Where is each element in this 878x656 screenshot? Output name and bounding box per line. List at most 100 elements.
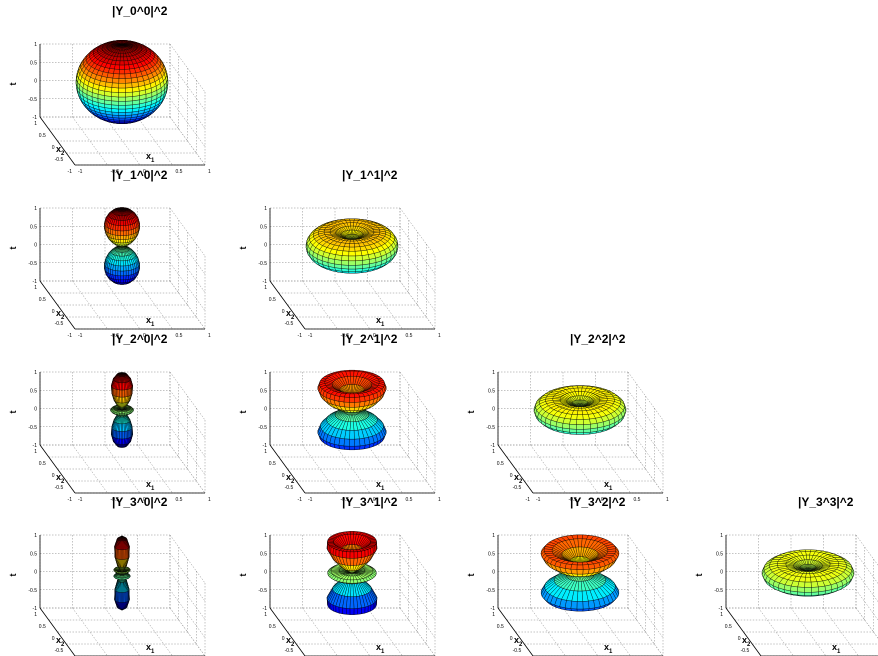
z-tick-label: 0.5 xyxy=(488,388,495,394)
y-tick-label: 1 xyxy=(34,449,37,455)
subplot-panel: |Y_3^1|^210.50-0.5-1-1-0.500.5110.50-0.5… xyxy=(230,493,450,656)
y-tick-label: 0.5 xyxy=(269,624,276,630)
y-tick-label: 0.5 xyxy=(497,624,504,630)
y-tick-label: 1 xyxy=(264,449,267,455)
z-axis-label: t xyxy=(8,247,18,250)
y-tick-label: 0 xyxy=(52,636,55,642)
y-tick-label: -0.5 xyxy=(55,321,64,327)
z-tick-label: 0 xyxy=(34,243,37,249)
z-tick-label: -0.5 xyxy=(28,425,37,431)
z-tick-label: 0.5 xyxy=(716,551,723,557)
y-axis-label: x2 xyxy=(56,144,65,157)
y-tick-label: -0.5 xyxy=(513,648,522,654)
y-tick-label: 0.5 xyxy=(269,461,276,467)
z-tick-label: 1 xyxy=(34,533,37,539)
y-tick-label: -0.5 xyxy=(285,648,294,654)
y-tick-label: 0 xyxy=(738,636,741,642)
y-tick-label: 0.5 xyxy=(269,297,276,303)
y-tick-label: 1 xyxy=(492,449,495,455)
y-axis-label: x2 xyxy=(286,472,295,485)
y-tick-label: 0.5 xyxy=(39,297,46,303)
y-tick-label: -0.5 xyxy=(55,485,64,491)
z-tick-label: 1 xyxy=(492,533,495,539)
z-tick-label: -0.5 xyxy=(486,588,495,594)
z-tick-label: 0.5 xyxy=(260,224,267,230)
y-tick-label: 0 xyxy=(510,473,513,479)
y-tick-label: 0 xyxy=(52,145,55,151)
surface-mesh xyxy=(762,550,854,596)
y-tick-label: 1 xyxy=(492,612,495,618)
z-tick-label: -0.5 xyxy=(714,588,723,594)
y-axis-label: x2 xyxy=(514,635,523,648)
y-tick-label: -0.5 xyxy=(741,648,750,654)
z-tick-label: -0.5 xyxy=(486,425,495,431)
y-tick-label: 1 xyxy=(34,612,37,618)
y-tick-label: -0.5 xyxy=(55,157,64,163)
z-tick-label: 0.5 xyxy=(30,388,37,394)
z-tick-label: 1 xyxy=(34,42,37,48)
z-axis-label: t xyxy=(238,574,248,577)
surface-mesh xyxy=(111,373,134,448)
subplot-panel: |Y_3^0|^210.50-0.5-1-1-0.500.5110.50-0.5… xyxy=(0,493,220,656)
z-axis-label: t xyxy=(8,411,18,414)
y-tick-label: -0.5 xyxy=(285,485,294,491)
z-tick-label: 0.5 xyxy=(488,551,495,557)
z-tick-label: 1 xyxy=(34,370,37,376)
z-tick-label: -0.5 xyxy=(28,97,37,103)
z-tick-label: 0 xyxy=(492,570,495,576)
z-axis-label: t xyxy=(694,574,704,577)
z-tick-label: 0 xyxy=(34,79,37,85)
surface-mesh xyxy=(327,531,377,614)
y-tick-label: 0.5 xyxy=(725,624,732,630)
y-axis-label: x2 xyxy=(286,308,295,321)
z-tick-label: 0 xyxy=(34,570,37,576)
y-tick-label: 1 xyxy=(264,285,267,291)
z-axis-label: t xyxy=(466,574,476,577)
y-tick-label: 0.5 xyxy=(497,461,504,467)
z-tick-label: 1 xyxy=(264,533,267,539)
surface-mesh xyxy=(306,219,398,273)
y-axis-label: x2 xyxy=(742,635,751,648)
surface-mesh xyxy=(534,386,626,435)
z-tick-label: -0.5 xyxy=(28,261,37,267)
z-tick-label: -0.5 xyxy=(28,588,37,594)
z-tick-label: 0 xyxy=(264,407,267,413)
subplot-panel: |Y_3^3|^210.50-0.5-1-1-0.500.5110.50-0.5… xyxy=(686,493,878,656)
z-tick-label: 1 xyxy=(264,370,267,376)
z-tick-label: 1 xyxy=(264,206,267,212)
z-axis-label: t xyxy=(8,574,18,577)
z-tick-label: -0.5 xyxy=(258,425,267,431)
z-axis-label: t xyxy=(238,247,248,250)
z-tick-label: 1 xyxy=(34,206,37,212)
y-tick-label: 1 xyxy=(264,612,267,618)
z-tick-label: -0.5 xyxy=(258,261,267,267)
z-tick-label: 0 xyxy=(720,570,723,576)
y-tick-label: 0.5 xyxy=(39,461,46,467)
subplot-panel: |Y_3^2|^210.50-0.5-1-1-0.500.5110.50-0.5… xyxy=(458,493,678,656)
surface-mesh xyxy=(105,208,140,285)
y-tick-label: 0.5 xyxy=(39,624,46,630)
z-tick-label: 0 xyxy=(264,243,267,249)
y-tick-label: -0.5 xyxy=(55,648,64,654)
y-tick-label: 0 xyxy=(282,473,285,479)
y-axis-label: x2 xyxy=(56,472,65,485)
y-axis-label: x2 xyxy=(56,635,65,648)
y-tick-label: 0 xyxy=(52,473,55,479)
z-tick-label: 0.5 xyxy=(30,60,37,66)
z-tick-label: 1 xyxy=(492,370,495,376)
z-axis-label: t xyxy=(8,83,18,86)
y-tick-label: 1 xyxy=(34,285,37,291)
z-tick-label: 0 xyxy=(34,407,37,413)
y-tick-label: 1 xyxy=(720,612,723,618)
